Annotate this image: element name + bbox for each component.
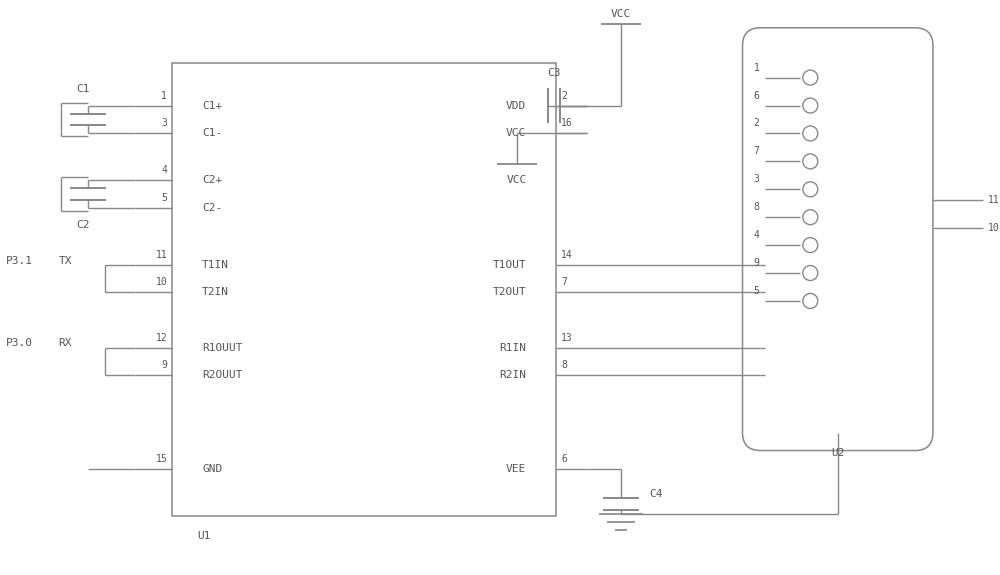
Text: 8: 8 bbox=[754, 202, 759, 212]
Text: VCC: VCC bbox=[507, 175, 527, 185]
Text: T1IN: T1IN bbox=[202, 260, 229, 270]
Text: C1+: C1+ bbox=[202, 101, 222, 110]
Text: 14: 14 bbox=[561, 250, 573, 260]
Text: 15: 15 bbox=[155, 454, 167, 465]
Text: T1OUT: T1OUT bbox=[492, 260, 526, 270]
Text: P3.0: P3.0 bbox=[6, 338, 33, 348]
Text: C1: C1 bbox=[77, 83, 90, 94]
FancyBboxPatch shape bbox=[743, 28, 933, 451]
Text: C2+: C2+ bbox=[202, 175, 222, 185]
Text: C4: C4 bbox=[649, 489, 662, 500]
Text: VCC: VCC bbox=[506, 128, 526, 139]
Text: 1: 1 bbox=[754, 63, 759, 72]
Text: C1-: C1- bbox=[202, 128, 222, 139]
Text: 12: 12 bbox=[155, 333, 167, 343]
Text: U2: U2 bbox=[831, 447, 844, 458]
Text: U1: U1 bbox=[197, 531, 211, 541]
Text: C2: C2 bbox=[77, 220, 90, 230]
Text: TX: TX bbox=[59, 255, 72, 266]
Text: 5: 5 bbox=[161, 193, 167, 203]
Text: 3: 3 bbox=[754, 174, 759, 185]
Text: P3.1: P3.1 bbox=[6, 255, 33, 266]
Text: 13: 13 bbox=[561, 333, 573, 343]
Text: 9: 9 bbox=[754, 258, 759, 268]
Text: 2: 2 bbox=[754, 118, 759, 128]
Text: R1OUUT: R1OUUT bbox=[202, 343, 243, 353]
Text: RX: RX bbox=[59, 338, 72, 348]
Text: 16: 16 bbox=[561, 118, 573, 128]
Text: 3: 3 bbox=[161, 118, 167, 128]
Text: 10: 10 bbox=[988, 223, 1000, 233]
Text: R2IN: R2IN bbox=[499, 370, 526, 380]
Text: VDD: VDD bbox=[506, 101, 526, 110]
Text: T2IN: T2IN bbox=[202, 287, 229, 297]
Text: 4: 4 bbox=[754, 230, 759, 240]
Text: C2-: C2- bbox=[202, 203, 222, 213]
Text: 4: 4 bbox=[161, 166, 167, 175]
Text: 8: 8 bbox=[561, 360, 567, 370]
Text: 7: 7 bbox=[754, 147, 759, 156]
Text: GND: GND bbox=[202, 465, 222, 474]
Text: 6: 6 bbox=[754, 90, 759, 101]
Text: VCC: VCC bbox=[611, 9, 631, 19]
Text: R1IN: R1IN bbox=[499, 343, 526, 353]
Text: 9: 9 bbox=[161, 360, 167, 370]
Text: 2: 2 bbox=[561, 90, 567, 101]
Bar bbox=[172, 63, 556, 516]
Text: 11: 11 bbox=[988, 196, 1000, 205]
Text: VEE: VEE bbox=[506, 465, 526, 474]
Text: T2OUT: T2OUT bbox=[492, 287, 526, 297]
Text: 5: 5 bbox=[754, 286, 759, 296]
Text: 7: 7 bbox=[561, 277, 567, 287]
Text: C3: C3 bbox=[547, 68, 561, 78]
Text: R2OUUT: R2OUUT bbox=[202, 370, 243, 380]
Text: 10: 10 bbox=[155, 277, 167, 287]
Text: 11: 11 bbox=[155, 250, 167, 260]
Text: 1: 1 bbox=[161, 90, 167, 101]
Text: 6: 6 bbox=[561, 454, 567, 465]
